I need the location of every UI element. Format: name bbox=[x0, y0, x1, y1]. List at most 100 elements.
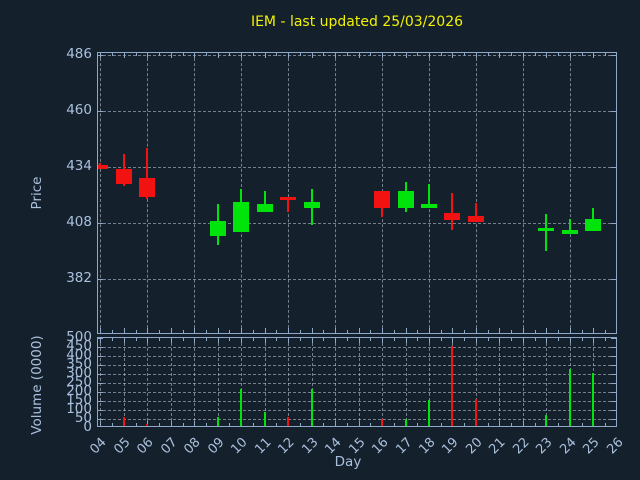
x-tick-mark bbox=[241, 328, 243, 333]
x-tick-mark bbox=[323, 338, 325, 341]
x-tick-mark bbox=[170, 53, 172, 58]
x-tick-mark bbox=[393, 423, 395, 426]
x-tick-mark bbox=[229, 338, 231, 341]
volume-vgridline bbox=[475, 338, 477, 426]
y-tick-mark bbox=[98, 347, 103, 348]
x-tick-mark bbox=[194, 421, 196, 426]
y-tick-mark bbox=[611, 111, 616, 113]
x-tick-mark bbox=[382, 328, 384, 333]
x-tick-mark bbox=[393, 53, 395, 56]
x-tick-mark bbox=[205, 330, 207, 333]
x-tick-mark bbox=[346, 423, 348, 426]
x-tick-mark bbox=[323, 423, 325, 426]
x-tick-mark bbox=[464, 53, 466, 56]
x-tick-label: 04 bbox=[87, 435, 110, 458]
x-tick-mark bbox=[205, 423, 207, 426]
x-tick-mark bbox=[299, 53, 301, 56]
x-tick-mark bbox=[288, 53, 290, 58]
x-tick-mark bbox=[452, 53, 454, 58]
x-tick-label: 20 bbox=[463, 435, 486, 458]
x-tick-mark bbox=[229, 330, 231, 333]
x-tick-label: 23 bbox=[533, 435, 556, 458]
y-tick-mark bbox=[98, 419, 103, 420]
x-tick-mark bbox=[499, 328, 501, 333]
candle-body bbox=[538, 228, 555, 231]
volume-gridline bbox=[98, 419, 616, 420]
x-tick-mark bbox=[252, 423, 254, 426]
candle-body bbox=[303, 201, 320, 208]
x-tick-mark bbox=[182, 338, 184, 341]
candle-wick bbox=[545, 214, 548, 252]
x-tick-label: 11 bbox=[251, 435, 275, 458]
x-tick-mark bbox=[241, 338, 243, 343]
x-tick-mark bbox=[569, 338, 571, 343]
x-tick-mark bbox=[159, 330, 161, 333]
x-tick-mark bbox=[429, 53, 431, 58]
x-tick-mark bbox=[335, 328, 337, 333]
x-tick-mark bbox=[417, 423, 419, 426]
x-tick-mark bbox=[464, 338, 466, 341]
y-tick-mark bbox=[611, 392, 616, 393]
price-tick-label: 486 bbox=[66, 46, 92, 63]
volume-gridline bbox=[98, 383, 616, 384]
x-tick-mark bbox=[288, 338, 290, 343]
y-tick-mark bbox=[98, 223, 103, 225]
volume-bar bbox=[310, 389, 313, 426]
price-tick-label: 382 bbox=[66, 270, 92, 287]
price-vgridline bbox=[100, 53, 102, 333]
x-tick-mark bbox=[182, 330, 184, 333]
y-tick-mark bbox=[611, 347, 616, 348]
x-tick-label: 25 bbox=[580, 435, 603, 458]
volume-plot-area bbox=[98, 338, 616, 426]
x-tick-mark bbox=[276, 423, 278, 426]
x-tick-mark bbox=[229, 423, 231, 426]
x-axis-label: Day bbox=[334, 454, 362, 470]
x-tick-mark bbox=[311, 53, 313, 58]
candle-wick bbox=[428, 184, 431, 208]
volume-bar bbox=[263, 411, 266, 426]
x-tick-mark bbox=[370, 53, 372, 56]
x-tick-mark bbox=[135, 423, 137, 426]
x-tick-mark bbox=[593, 53, 595, 58]
x-tick-mark bbox=[323, 53, 325, 56]
x-tick-label: 22 bbox=[510, 435, 533, 458]
x-tick-mark bbox=[252, 338, 254, 341]
y-tick-mark bbox=[98, 338, 103, 339]
x-tick-mark bbox=[452, 328, 454, 333]
chart-title: IEM - last updated 25/03/2026 bbox=[250, 14, 464, 30]
volume-vgridline bbox=[546, 338, 548, 426]
y-tick-mark bbox=[98, 374, 103, 375]
x-tick-mark bbox=[464, 330, 466, 333]
x-tick-mark bbox=[534, 53, 536, 56]
x-tick-mark bbox=[135, 330, 137, 333]
x-tick-mark bbox=[276, 53, 278, 56]
x-tick-mark bbox=[135, 338, 137, 341]
x-tick-mark bbox=[100, 421, 102, 426]
x-tick-label: 09 bbox=[205, 435, 228, 458]
x-tick-mark bbox=[487, 338, 489, 341]
x-tick-mark bbox=[358, 338, 360, 343]
x-tick-mark bbox=[159, 53, 161, 56]
x-tick-mark bbox=[217, 53, 219, 58]
volume-vgridline bbox=[358, 338, 360, 426]
candle-body bbox=[561, 229, 578, 234]
x-tick-mark bbox=[511, 423, 513, 426]
x-tick-mark bbox=[405, 328, 407, 333]
x-tick-mark bbox=[440, 338, 442, 341]
x-tick-mark bbox=[346, 53, 348, 56]
volume-vgridline bbox=[123, 338, 125, 426]
price-gridline bbox=[98, 279, 616, 281]
y-tick-mark bbox=[611, 410, 616, 411]
volume-gridline bbox=[98, 410, 616, 411]
y-tick-mark bbox=[611, 365, 616, 366]
x-tick-mark bbox=[182, 423, 184, 426]
candle-wick bbox=[474, 202, 477, 222]
x-tick-mark bbox=[335, 338, 337, 343]
candle-body bbox=[374, 190, 391, 208]
volume-gridline bbox=[98, 356, 616, 357]
x-tick-label: 24 bbox=[557, 435, 580, 458]
volume-gridline bbox=[98, 347, 616, 348]
price-tick-label: 408 bbox=[66, 214, 92, 231]
x-tick-mark bbox=[534, 330, 536, 333]
